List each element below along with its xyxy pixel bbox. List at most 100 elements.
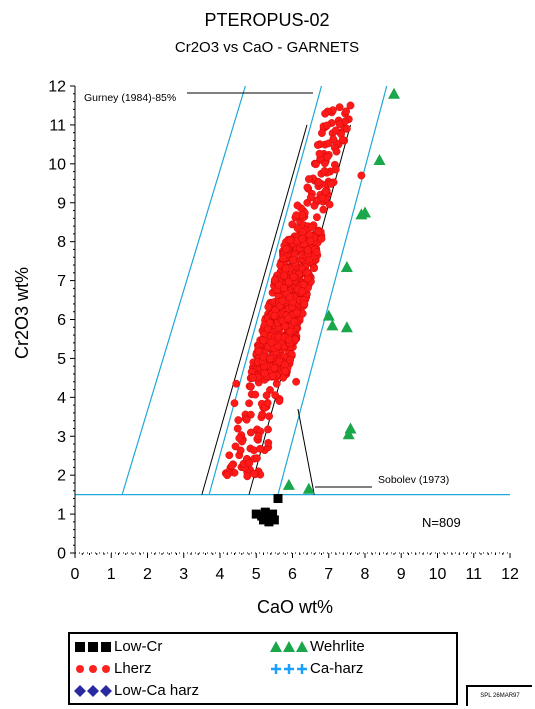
chart-title: PTEROPUS-02 [204, 10, 329, 30]
lherz-point [317, 234, 326, 243]
x-tick-label: 1 [107, 566, 116, 583]
lherz-point [303, 183, 312, 192]
wehrlite-point [373, 153, 386, 165]
legend-label-low-cr: Low-Cr [114, 638, 163, 655]
lherz-point [286, 327, 295, 336]
lherz-points [221, 101, 366, 481]
lherz-point [260, 369, 269, 378]
x-tick-label: 12 [501, 566, 519, 583]
wehrlite-point [282, 478, 295, 490]
lherz-point [342, 107, 350, 116]
lherz-point [269, 371, 277, 380]
lherz-point [284, 335, 293, 344]
lherz-point [227, 461, 236, 470]
lherz-point [312, 248, 321, 257]
legend-item-wehrlite: Wehrlite [270, 638, 365, 656]
legend-label-wehrlite: Wehrlite [310, 638, 365, 655]
lherz-point [281, 367, 290, 376]
lherz-point [258, 410, 267, 419]
legend-label-lherz: Lherz [114, 660, 152, 677]
lherz-point [264, 425, 272, 434]
lherz-point [233, 424, 242, 433]
y-tick-label: 2 [57, 468, 66, 485]
lherz-point [270, 311, 279, 320]
lherz-point [298, 227, 307, 236]
lherz-point [245, 459, 254, 468]
circle-marker-icon [76, 665, 110, 674]
lherz-point [289, 256, 298, 264]
low-cr-point [268, 509, 278, 519]
lherz-point [251, 390, 260, 399]
lherz-point [246, 382, 255, 391]
lherz-point [298, 287, 307, 296]
y-tick-label: 6 [57, 312, 66, 329]
lherz-point [284, 314, 293, 323]
lherz-point [249, 374, 257, 382]
lherz-point [235, 434, 244, 443]
lherz-point [317, 129, 326, 138]
lherz-point [270, 364, 279, 373]
legend-item-low-cr: Low-Cr [74, 638, 162, 656]
lherz-point [303, 268, 312, 277]
lherz-point [310, 201, 319, 210]
lherz-point [292, 211, 301, 220]
lherz-point [280, 271, 288, 280]
lherz-point [245, 399, 254, 408]
lherz-point [254, 347, 263, 356]
lherz-point [266, 354, 275, 363]
count-label: N=809 [422, 515, 461, 530]
lherz-point [306, 193, 315, 202]
lherz-point [265, 318, 274, 327]
sobolev-annotation: Sobolev (1973) [378, 474, 449, 486]
x-tick-label: 8 [361, 566, 370, 583]
lherz-point [234, 416, 243, 424]
lherz-point [332, 147, 341, 156]
x-tick-label: 9 [397, 566, 406, 583]
lherz-point [271, 391, 280, 400]
lherz-point [293, 201, 302, 210]
legend: Low-Cr Lherz Low-Ca harz Wehrlite Ca [68, 632, 458, 705]
y-tick-label: 12 [48, 79, 66, 96]
lherz-point [314, 178, 323, 187]
lherz-point [223, 471, 232, 480]
chart-subtitle: Cr2O3 vs CaO - GARNETS [175, 39, 359, 56]
lherz-point [278, 296, 287, 305]
lherz-point [338, 135, 347, 144]
legend-label-ca-harz: Ca-harz [310, 660, 364, 677]
y-tick-label: 7 [57, 273, 66, 290]
lherz-point [357, 171, 366, 180]
lherz-point [319, 205, 328, 214]
lherz-point [313, 141, 322, 149]
wehrlite-point [322, 309, 335, 321]
x-tick-labels: 0 1 2 3 4 5 6 7 8 9 10 11 12 [71, 566, 519, 583]
axes [70, 85, 511, 558]
cyan-boundary-line [208, 85, 323, 495]
diamond-marker-icon [74, 685, 112, 698]
y-axis-label: Cr2O3 wt% [12, 267, 32, 359]
lherz-point [279, 254, 288, 263]
x-tick-label: 5 [252, 566, 261, 583]
lherz-point [321, 187, 330, 196]
lherz-point [271, 275, 279, 284]
wehrlite-point [340, 260, 353, 272]
x-tick-label: 11 [465, 566, 482, 583]
lherz-point [342, 124, 351, 133]
lherz-point [303, 246, 312, 255]
lherz-point [304, 175, 313, 184]
lherz-point [289, 272, 298, 281]
lherz-point [265, 412, 273, 421]
gurney-annotation: Gurney (1984)-85% [84, 92, 176, 104]
lherz-point [286, 236, 295, 244]
cyan-boundary-line [277, 85, 388, 495]
lherz-point [281, 264, 290, 273]
lherz-point [331, 165, 340, 174]
lherz-point [335, 120, 344, 129]
lherz-point [292, 377, 301, 386]
low-cr-point [251, 509, 261, 519]
lherz-point [318, 193, 327, 202]
annotation-leader-lines [187, 92, 372, 488]
low-cr-point [273, 494, 283, 504]
date-stamp: SPL 26MAR97 [466, 685, 532, 706]
lherz-point [310, 264, 318, 273]
lherz-point [298, 234, 307, 243]
